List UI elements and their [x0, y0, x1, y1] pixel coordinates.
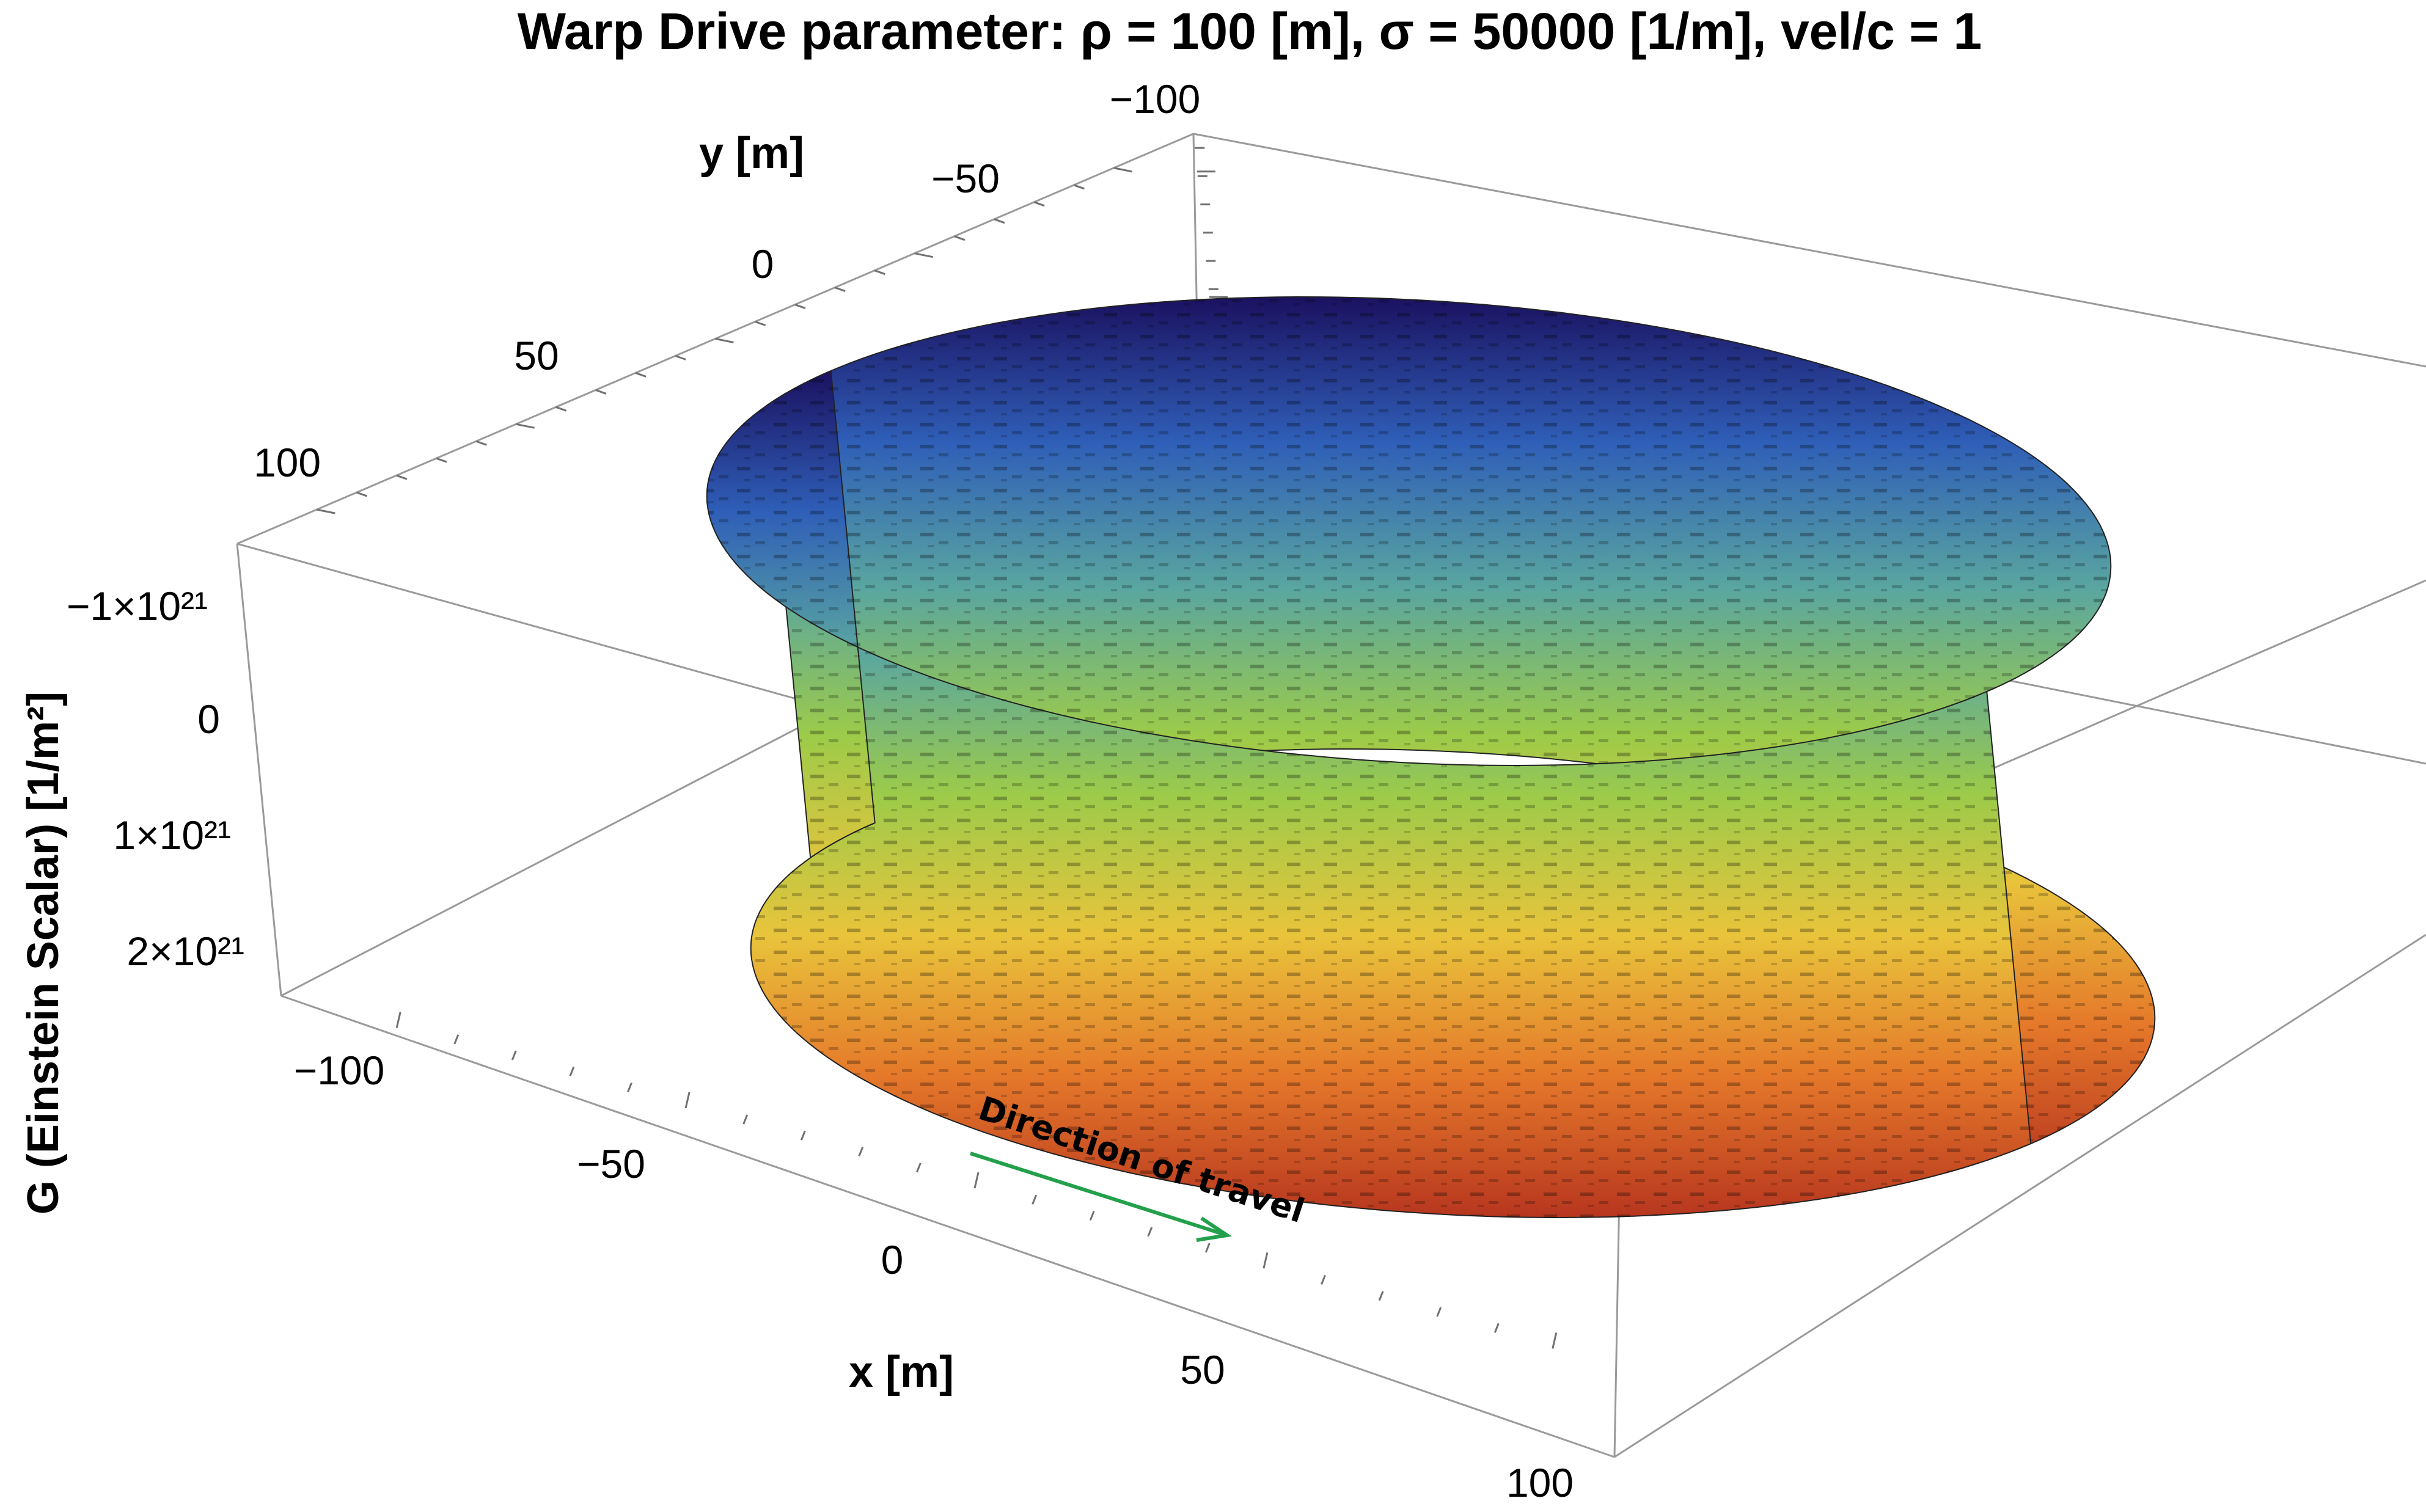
y-axis-tick	[755, 321, 766, 326]
box-edge	[236, 543, 282, 996]
x-axis-label: x [m]	[849, 1348, 954, 1397]
x-tick-label: 100	[1506, 1460, 1574, 1505]
x-axis-tick	[1147, 1227, 1153, 1237]
y-tick-label: 100	[254, 440, 321, 485]
x-axis-tick	[511, 1050, 517, 1061]
z-tick-label: 0	[197, 696, 220, 742]
box-edge	[280, 995, 1615, 1458]
y-axis-tick	[1113, 167, 1132, 173]
y-tick-label: 0	[752, 241, 774, 287]
x-axis-tick	[973, 1172, 980, 1189]
y-axis-tick	[555, 406, 567, 412]
ring-front-half-mesh	[706, 371, 2031, 1218]
y-tick-label: 50	[514, 333, 559, 378]
direction-arrow-head	[1196, 1216, 1233, 1242]
x-axis-tick	[800, 1130, 806, 1141]
y-axis-tick	[954, 235, 966, 241]
z-axis-label: G (Einstein Scalar) [1/m²]	[19, 692, 68, 1214]
y-axis-tick	[1033, 201, 1045, 207]
box-edge	[1614, 933, 2426, 1458]
x-axis-tick	[453, 1034, 460, 1045]
x-axis-tick	[858, 1146, 864, 1157]
x-axis-tick	[1552, 1332, 1558, 1349]
y-axis-tick	[396, 474, 408, 480]
x-tick-label: −100	[294, 1048, 385, 1093]
x-axis-tick	[627, 1082, 632, 1093]
x-axis-tick	[916, 1163, 922, 1173]
axis-ticks	[317, 147, 1558, 1349]
x-axis-tick	[1378, 1291, 1384, 1301]
y-axis-tick	[635, 371, 647, 378]
y-axis-tick	[516, 423, 535, 429]
y-axis-tick	[675, 355, 686, 360]
y-axis-tick	[715, 338, 734, 343]
direction-arrow	[970, 1152, 1228, 1237]
ring-back-half-mesh	[766, 297, 2155, 1173]
y-axis-tick	[317, 508, 335, 514]
x-axis-tick	[742, 1114, 749, 1125]
x-axis-tick	[1436, 1307, 1442, 1317]
y-axis-tick	[874, 269, 885, 276]
y-axis-tick	[436, 457, 447, 463]
y-axis-tick	[834, 287, 846, 293]
x-tick-label: 50	[1180, 1347, 1225, 1392]
x-axis-tick	[1493, 1323, 1500, 1333]
x-tick-label: −50	[577, 1141, 645, 1186]
x-axis-tick-labels: −100 −50 0 50 100	[294, 1048, 1574, 1505]
x-axis-tick	[1321, 1274, 1326, 1285]
z-tick-label: −1×10²¹	[67, 583, 208, 629]
x-axis-tick	[395, 1012, 401, 1028]
z-tick-label: 1×10²¹	[113, 813, 231, 858]
y-axis-tick	[994, 218, 1005, 224]
x-axis-tick	[684, 1092, 691, 1109]
chart-title: Warp Drive parameter: ρ = 100 [m], σ = 5…	[518, 2, 1982, 60]
y-axis-tick-labels: −100 −50 0 50 100	[254, 76, 1200, 485]
box-edge	[1193, 133, 2426, 368]
x-axis-tick	[1262, 1252, 1269, 1269]
z-tick-label: 2×10²¹	[126, 929, 244, 974]
einstein-scalar-surface	[706, 296, 2156, 1219]
x-axis-tick	[1032, 1194, 1037, 1205]
y-axis-tick	[595, 389, 607, 395]
x-axis-tick	[569, 1066, 575, 1076]
x-axis-tick	[1089, 1210, 1095, 1221]
x-axis-tick	[1204, 1243, 1211, 1253]
y-axis-tick	[794, 304, 806, 310]
y-axis-tick	[914, 252, 933, 258]
x-tick-label: 0	[881, 1237, 904, 1282]
y-axis-tick	[1073, 184, 1085, 190]
y-axis-label: y [m]	[699, 129, 804, 178]
y-tick-label: −50	[931, 156, 1000, 201]
y-axis-tick	[356, 491, 368, 497]
z-axis-tick-labels: −1×10²¹ 0 1×10²¹ 2×10²¹	[67, 583, 244, 974]
y-tick-label: −100	[1110, 76, 1201, 122]
y-axis-tick	[475, 440, 487, 446]
